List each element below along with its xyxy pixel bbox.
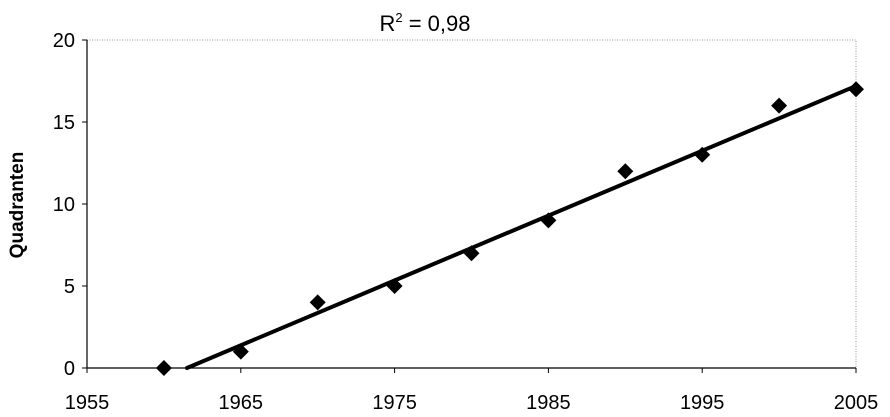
x-tick-label: 1955	[65, 392, 110, 414]
x-tick-label: 1975	[372, 392, 417, 414]
y-tick-label: 15	[53, 112, 75, 134]
y-tick-label: 0	[64, 358, 75, 380]
data-point	[617, 163, 634, 180]
plot-area-frame	[87, 39, 857, 368]
data-point	[463, 245, 480, 262]
data-point	[309, 294, 326, 311]
trendline	[184, 83, 858, 370]
x-tick-label: 1985	[526, 392, 571, 414]
y-tick-label: 5	[64, 276, 75, 298]
data-point	[540, 212, 557, 229]
data-point	[771, 97, 788, 114]
data-point	[386, 278, 403, 294]
data-point	[694, 146, 711, 163]
chart-title-base: R	[379, 11, 395, 36]
chart-title-superscript: 2	[395, 10, 402, 25]
y-tick-label: 20	[53, 30, 75, 52]
x-tick-label: 1965	[219, 392, 264, 414]
x-tick-label: 1995	[680, 392, 725, 414]
y-axis-label: Quadranten	[7, 152, 28, 259]
x-tick-label: 2005	[834, 392, 879, 414]
y-tick-label: 10	[53, 194, 75, 216]
data-point	[232, 343, 249, 360]
chart-title-rest: = 0,98	[403, 11, 471, 36]
chart-title: R2 = 0,98	[379, 10, 470, 36]
data-point	[848, 81, 864, 98]
data-point	[155, 360, 172, 376]
